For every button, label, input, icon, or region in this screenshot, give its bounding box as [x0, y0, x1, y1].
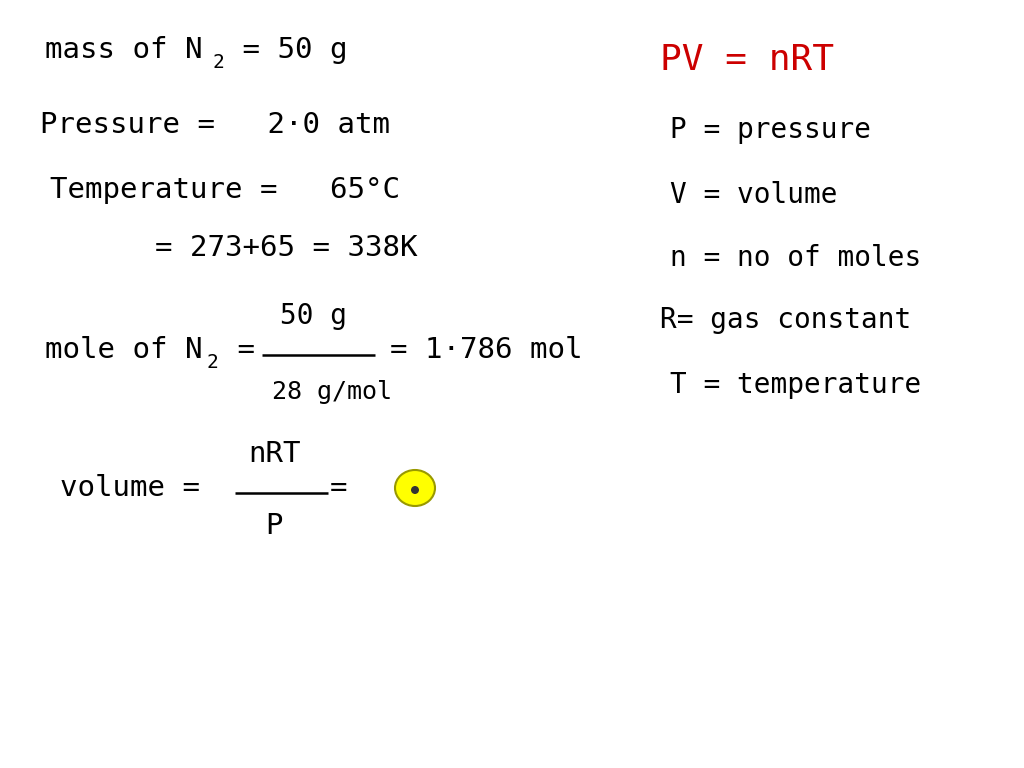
- Text: PV = nRT: PV = nRT: [660, 43, 834, 77]
- Text: n = no of moles: n = no of moles: [670, 244, 922, 272]
- Text: P: P: [265, 512, 283, 540]
- Text: =   1·: = 1·: [330, 474, 435, 502]
- Text: 50 g: 50 g: [280, 302, 347, 330]
- Text: 2: 2: [212, 52, 224, 71]
- Text: = 50 g: = 50 g: [225, 36, 347, 64]
- Text: 2: 2: [207, 353, 219, 372]
- Text: = 273+65 = 338K: = 273+65 = 338K: [155, 234, 418, 262]
- Text: mass of N: mass of N: [45, 36, 203, 64]
- Text: V = volume: V = volume: [670, 181, 838, 209]
- Text: R= gas constant: R= gas constant: [660, 306, 911, 334]
- Text: =: =: [220, 336, 255, 364]
- Circle shape: [411, 486, 419, 494]
- Text: Temperature =   65°C: Temperature = 65°C: [50, 176, 400, 204]
- Ellipse shape: [395, 470, 435, 506]
- Text: P = pressure: P = pressure: [670, 116, 871, 144]
- Text: Pressure =   2·0 atm: Pressure = 2·0 atm: [40, 111, 390, 139]
- Text: nRT: nRT: [248, 440, 300, 468]
- Text: = 1·786 mol: = 1·786 mol: [390, 336, 583, 364]
- Text: 28 g/mol: 28 g/mol: [272, 380, 392, 404]
- Text: mole of N: mole of N: [45, 336, 203, 364]
- Text: volume =: volume =: [60, 474, 200, 502]
- Text: T = temperature: T = temperature: [670, 371, 922, 399]
